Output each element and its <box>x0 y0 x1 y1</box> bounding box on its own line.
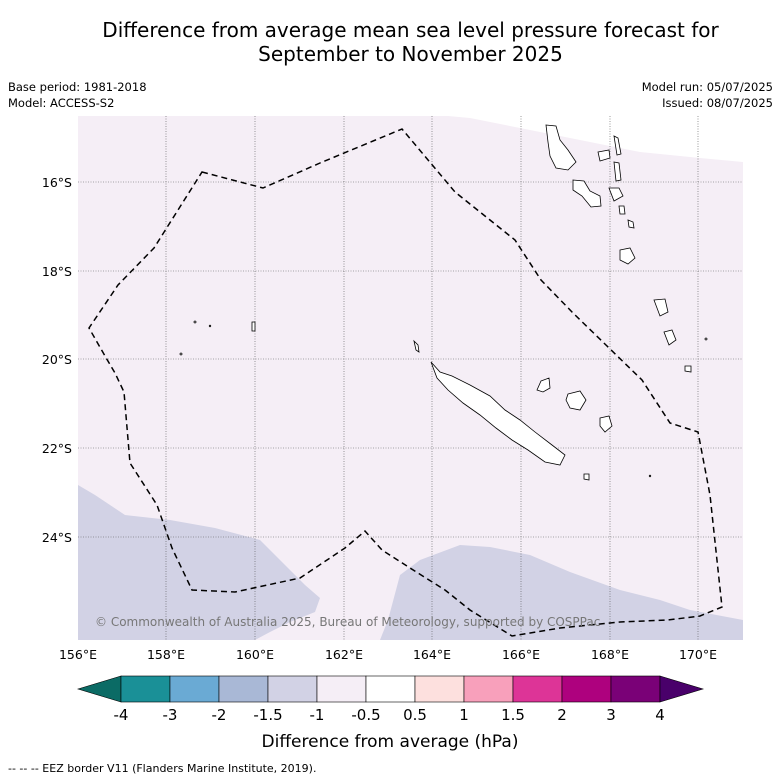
colorbar-segment-6 <box>365 675 416 703</box>
lon-label-162e: 162°E <box>325 647 363 662</box>
island-belep <box>413 339 420 353</box>
model-text: Model: ACCESS-S2 <box>8 96 115 110</box>
lon-label-160e: 160°E <box>236 647 274 662</box>
lon-label-168e: 168°E <box>591 647 629 662</box>
lat-labels: 16°S 18°S 20°S 22°S 24°S <box>42 175 72 545</box>
colorbar-tick-label: -3 <box>163 706 178 724</box>
colorbar-tick-label: 2 <box>557 706 567 724</box>
anomaly-region-east <box>380 545 743 640</box>
island-malekula <box>572 179 602 208</box>
island-lifou <box>565 390 587 411</box>
lon-labels: 156°E 158°E 160°E 162°E 164°E 166°E 168°… <box>59 647 717 662</box>
islet-south <box>648 474 652 478</box>
colorbar-tick-label: 1 <box>459 706 469 724</box>
island-shepherds <box>627 219 635 229</box>
island-epi <box>618 205 626 215</box>
colorbar-tick-label: 1.5 <box>501 706 525 724</box>
lon-label-156e: 156°E <box>59 647 97 662</box>
map-title: Difference from average mean sea level p… <box>0 18 781 66</box>
island-mare <box>599 415 613 433</box>
islet-east <box>704 337 708 341</box>
island-aneityum <box>684 365 692 373</box>
colorbar-segment-10 <box>561 675 612 703</box>
title-line-2: September to November 2025 <box>258 42 563 66</box>
colorbar-tick-label: -1 <box>310 706 325 724</box>
copyright-text: © Commonwealth of Australia 2025, Bureau… <box>95 615 600 629</box>
colorbar-segment-2 <box>169 675 220 703</box>
colorbar-segment-above-max <box>659 675 705 703</box>
lon-label-170e: 170°E <box>679 647 717 662</box>
lat-label-24s: 24°S <box>42 530 72 545</box>
reef-bellona-2 <box>208 324 212 328</box>
colorbar-tick-label: -4 <box>114 706 129 724</box>
island-ambrym <box>608 187 624 202</box>
no-data-region <box>448 116 743 162</box>
gridlines <box>78 116 743 640</box>
lat-label-20s: 20°S <box>42 352 72 367</box>
lat-label-18s: 18°S <box>42 264 72 279</box>
island-ambae <box>597 149 611 162</box>
colorbar-tick-label: -2 <box>212 706 227 724</box>
colorbar-tick-label: 0.5 <box>403 706 427 724</box>
eez-legend-note: -- -- -- EEZ border V11 (Flanders Marine… <box>8 762 317 775</box>
colorbar-segment-9 <box>512 675 563 703</box>
coastlines <box>179 124 708 481</box>
island-espiritu-santo <box>545 124 577 171</box>
meta-left: Base period: 1981-2018 Model: ACCESS-S2 <box>8 79 147 111</box>
island-chesterfield <box>251 321 256 332</box>
colorbar-segment-11 <box>610 675 661 703</box>
lon-label-166e: 166°E <box>502 647 540 662</box>
colorbar-segment-1 <box>120 675 171 703</box>
island-tanna <box>663 329 677 346</box>
issued-text: Issued: 08/07/2025 <box>662 96 773 110</box>
lat-label-16s: 16°S <box>42 175 72 190</box>
colorbar-tick-label: -0.5 <box>351 706 380 724</box>
reef-bellona <box>193 320 197 324</box>
island-ouvea <box>536 377 551 393</box>
lon-label-158e: 158°E <box>147 647 185 662</box>
island-maewo <box>613 135 622 156</box>
island-pentecost <box>613 161 622 182</box>
base-period-text: Base period: 1981-2018 <box>8 80 147 94</box>
colorbar-segment-below-min <box>76 675 122 703</box>
lon-label-164e: 164°E <box>413 647 451 662</box>
colorbar: -4 -3 -2 -1.5 -1 -0.5 0.5 1 1.5 2 3 4 Di… <box>76 675 705 752</box>
colorbar-segment-3 <box>218 675 269 703</box>
reef-west <box>179 352 183 356</box>
title-line-1: Difference from average mean sea level p… <box>102 18 719 42</box>
model-run-text: Model run: 05/07/2025 <box>641 80 773 94</box>
lat-label-22s: 22°S <box>42 441 72 456</box>
colorbar-title: Difference from average (hPa) <box>262 732 519 752</box>
colorbar-segment-4 <box>267 675 318 703</box>
anomaly-region-west <box>78 485 320 640</box>
island-efate <box>619 247 636 265</box>
island-erromango <box>653 298 669 317</box>
new-caledonia-main-island <box>430 361 566 466</box>
meta-right: Model run: 05/07/2025 Issued: 08/07/2025 <box>642 79 773 111</box>
colorbar-segment-8 <box>463 675 514 703</box>
map-area <box>78 116 743 640</box>
colorbar-tick-label: -1.5 <box>253 706 282 724</box>
colorbar-segment-5 <box>316 675 367 703</box>
colorbar-tick-label: 4 <box>655 706 665 724</box>
island-isle-of-pines <box>583 473 590 481</box>
colorbar-segment-7 <box>414 675 465 703</box>
colorbar-tick-label: 3 <box>606 706 616 724</box>
